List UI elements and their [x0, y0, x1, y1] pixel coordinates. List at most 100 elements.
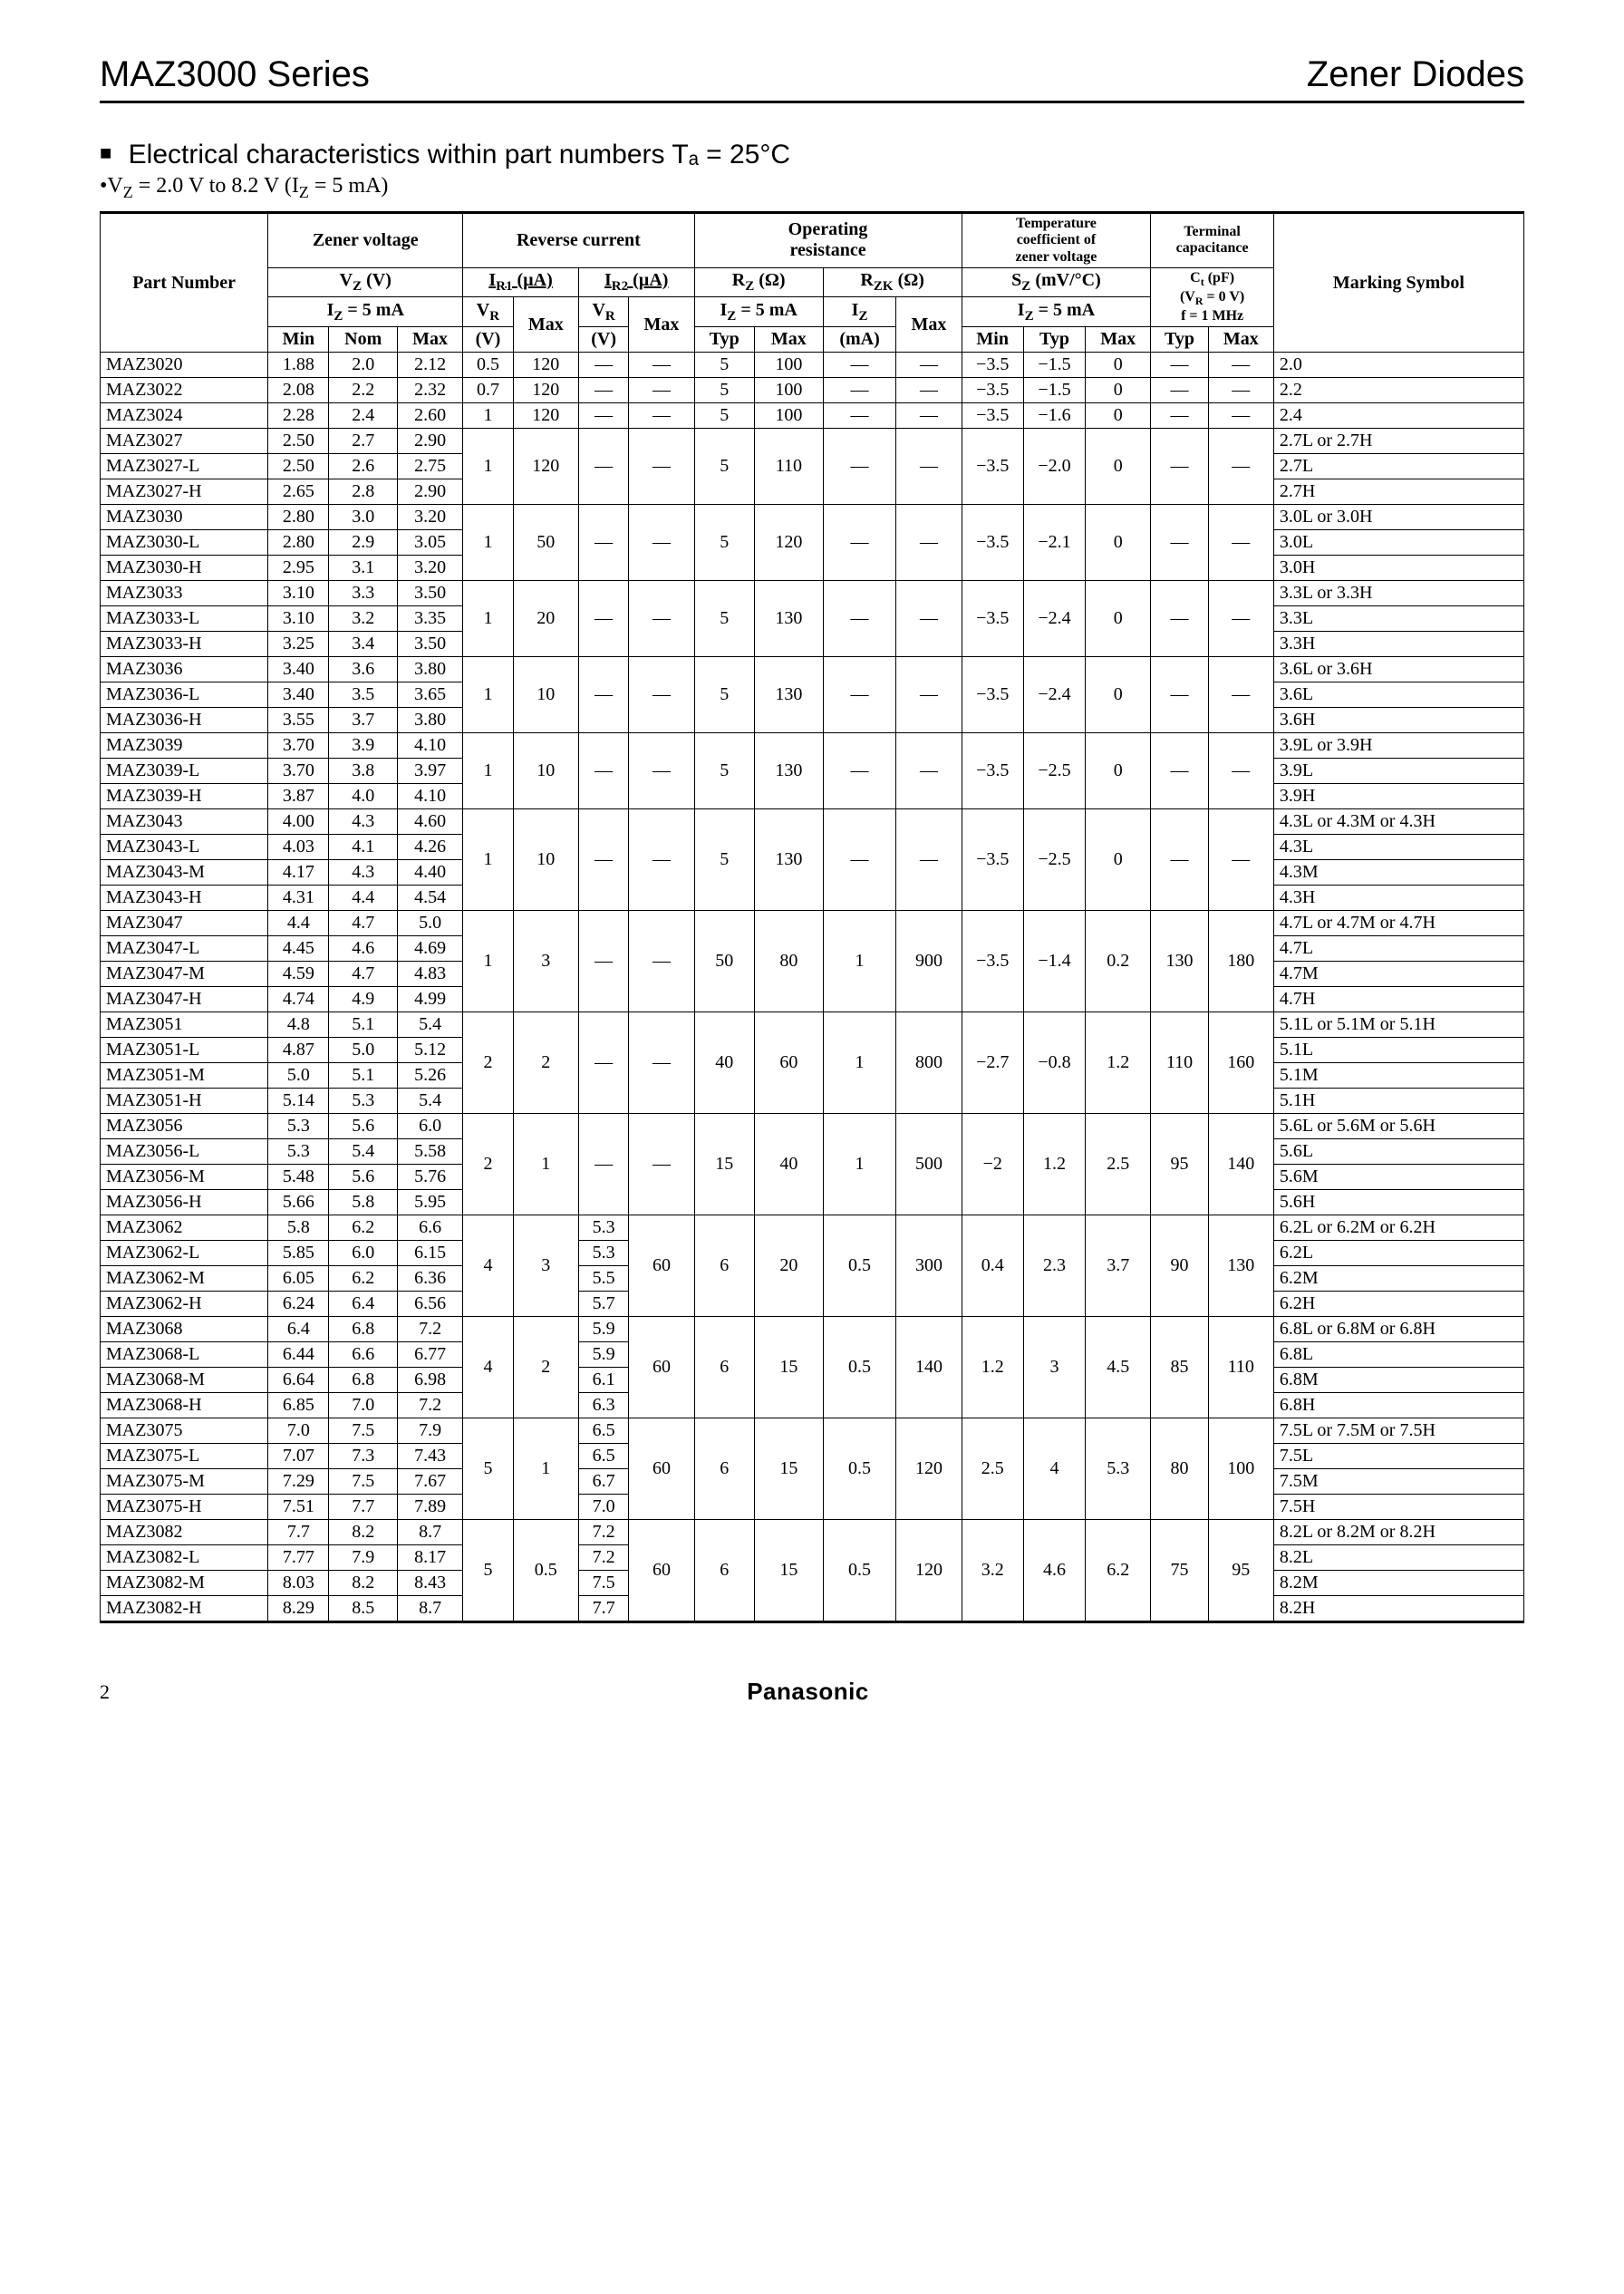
cell-pn: MAZ3062-H	[101, 1292, 268, 1317]
cell-szmin: −3.5	[962, 733, 1023, 809]
cell-ir2max: —	[629, 403, 694, 429]
cell-vmin: 4.03	[268, 835, 329, 860]
cell-szmax: 0	[1086, 809, 1151, 911]
cell-marking: 3.6L or 3.6H	[1273, 657, 1523, 682]
cell-vr2: 6.5	[578, 1444, 628, 1469]
cell-cttyp: —	[1151, 403, 1208, 429]
cell-vnom: 5.1	[329, 1063, 398, 1089]
cell-vnom: 7.7	[329, 1495, 398, 1520]
cell-rztyp: 5	[694, 429, 754, 505]
table-head: Part Number Zener voltage Reverse curren…	[101, 212, 1524, 353]
cell-vnom: 5.6	[329, 1114, 398, 1139]
cell-vr2: —	[578, 353, 628, 378]
cell-vr2: 6.5	[578, 1418, 628, 1444]
cell-vr1: 1	[463, 403, 513, 429]
cell-vmin: 4.31	[268, 886, 329, 911]
cell-vmax: 8.7	[398, 1520, 463, 1545]
cell-pn: MAZ3056-M	[101, 1165, 268, 1190]
cell-vmax: 3.35	[398, 606, 463, 632]
series-title: MAZ3000 Series	[100, 54, 370, 95]
cell-marking: 3.3L	[1273, 606, 1523, 632]
cell-marking: 3.6L	[1273, 682, 1523, 708]
cell-vmax: 4.10	[398, 784, 463, 809]
hdr-min-b: Min	[962, 327, 1023, 353]
cell-szmax: 4.5	[1086, 1317, 1151, 1418]
cell-vmax: 4.26	[398, 835, 463, 860]
cell-rzmax: 120	[754, 505, 823, 581]
cond-v: V	[107, 174, 122, 198]
cell-vmax: 2.60	[398, 403, 463, 429]
cell-vmax: 6.98	[398, 1368, 463, 1393]
cell-marking: 2.7H	[1273, 479, 1523, 505]
cell-marking: 8.2L	[1273, 1545, 1523, 1571]
cell-vnom: 3.7	[329, 708, 398, 733]
cell-marking: 5.6M	[1273, 1165, 1523, 1190]
cell-rzmax: 15	[754, 1317, 823, 1418]
cell-vnom: 3.9	[329, 733, 398, 759]
hdr-rzk: RZK (Ω)	[823, 267, 962, 296]
cell-pn: MAZ3068-M	[101, 1368, 268, 1393]
cell-pn: MAZ3062	[101, 1215, 268, 1241]
cell-pn: MAZ3033	[101, 581, 268, 606]
cell-marking: 6.2M	[1273, 1266, 1523, 1292]
table-row: MAZ30757.07.57.9516.5606150.51202.545.38…	[101, 1418, 1524, 1444]
table-row: MAZ30565.35.66.021——15401500−21.22.59514…	[101, 1114, 1524, 1139]
hdr-max: Max	[398, 327, 463, 353]
cell-vmin: 6.64	[268, 1368, 329, 1393]
col-part-number: Part Number	[101, 212, 268, 353]
cell-ctmax: —	[1208, 429, 1273, 505]
cell-vmin: 2.95	[268, 556, 329, 581]
cell-rzmax: 130	[754, 581, 823, 657]
cell-vmax: 7.9	[398, 1418, 463, 1444]
cell-vmin: 2.28	[268, 403, 329, 429]
cell-rztyp: 6	[694, 1317, 754, 1418]
cell-vnom: 7.5	[329, 1469, 398, 1495]
cell-marking: 4.7L or 4.7M or 4.7H	[1273, 911, 1523, 936]
cell-pn: MAZ3082-L	[101, 1545, 268, 1571]
cell-vmin: 8.29	[268, 1596, 329, 1622]
cell-ir2max: —	[629, 1114, 694, 1215]
cell-vr2: —	[578, 657, 628, 733]
cell-vmax: 8.7	[398, 1596, 463, 1622]
cell-marking: 6.8H	[1273, 1393, 1523, 1418]
cell-sztyp: −2.4	[1023, 657, 1085, 733]
cell-pn: MAZ3082-M	[101, 1571, 268, 1596]
cell-rzkmax: 900	[896, 911, 962, 1012]
cell-vmax: 5.4	[398, 1012, 463, 1038]
cell-pn: MAZ3033-L	[101, 606, 268, 632]
cell-vr2: 7.2	[578, 1545, 628, 1571]
cell-marking: 7.5L or 7.5M or 7.5H	[1273, 1418, 1523, 1444]
cell-vmin: 4.17	[268, 860, 329, 886]
cell-vnom: 6.8	[329, 1317, 398, 1342]
hdr-ir1: IR1 (µA)	[463, 267, 579, 296]
cell-sztyp: 2.3	[1023, 1215, 1085, 1317]
cell-vnom: 3.2	[329, 606, 398, 632]
cell-cttyp: 90	[1151, 1215, 1208, 1317]
cell-rzkmax: 300	[896, 1215, 962, 1317]
cell-szmax: 0	[1086, 429, 1151, 505]
cell-cttyp: 80	[1151, 1418, 1208, 1520]
cell-vnom: 3.8	[329, 759, 398, 784]
cell-pn: MAZ3051-L	[101, 1038, 268, 1063]
cell-vnom: 6.2	[329, 1215, 398, 1241]
cell-vnom: 4.4	[329, 886, 398, 911]
cell-vr2: —	[578, 809, 628, 911]
cell-pn: MAZ3030	[101, 505, 268, 530]
cell-marking: 6.8L or 6.8M or 6.8H	[1273, 1317, 1523, 1342]
cell-rzkma: 1	[823, 1012, 896, 1114]
cell-vmin: 3.70	[268, 759, 329, 784]
cell-vmax: 5.76	[398, 1165, 463, 1190]
cell-marking: 6.2L or 6.2M or 6.2H	[1273, 1215, 1523, 1241]
cell-vr2: 6.1	[578, 1368, 628, 1393]
cell-pn: MAZ3039	[101, 733, 268, 759]
cell-vmax: 5.95	[398, 1190, 463, 1215]
cell-vr2: 5.7	[578, 1292, 628, 1317]
cell-pn: MAZ3075-M	[101, 1469, 268, 1495]
cell-pn: MAZ3039-L	[101, 759, 268, 784]
cell-rzkma: 1	[823, 1114, 896, 1215]
cell-szmax: 0	[1086, 581, 1151, 657]
cell-vnom: 2.8	[329, 479, 398, 505]
cell-vmax: 7.67	[398, 1469, 463, 1495]
cell-vmin: 5.85	[268, 1241, 329, 1266]
cell-rzmax: 60	[754, 1012, 823, 1114]
